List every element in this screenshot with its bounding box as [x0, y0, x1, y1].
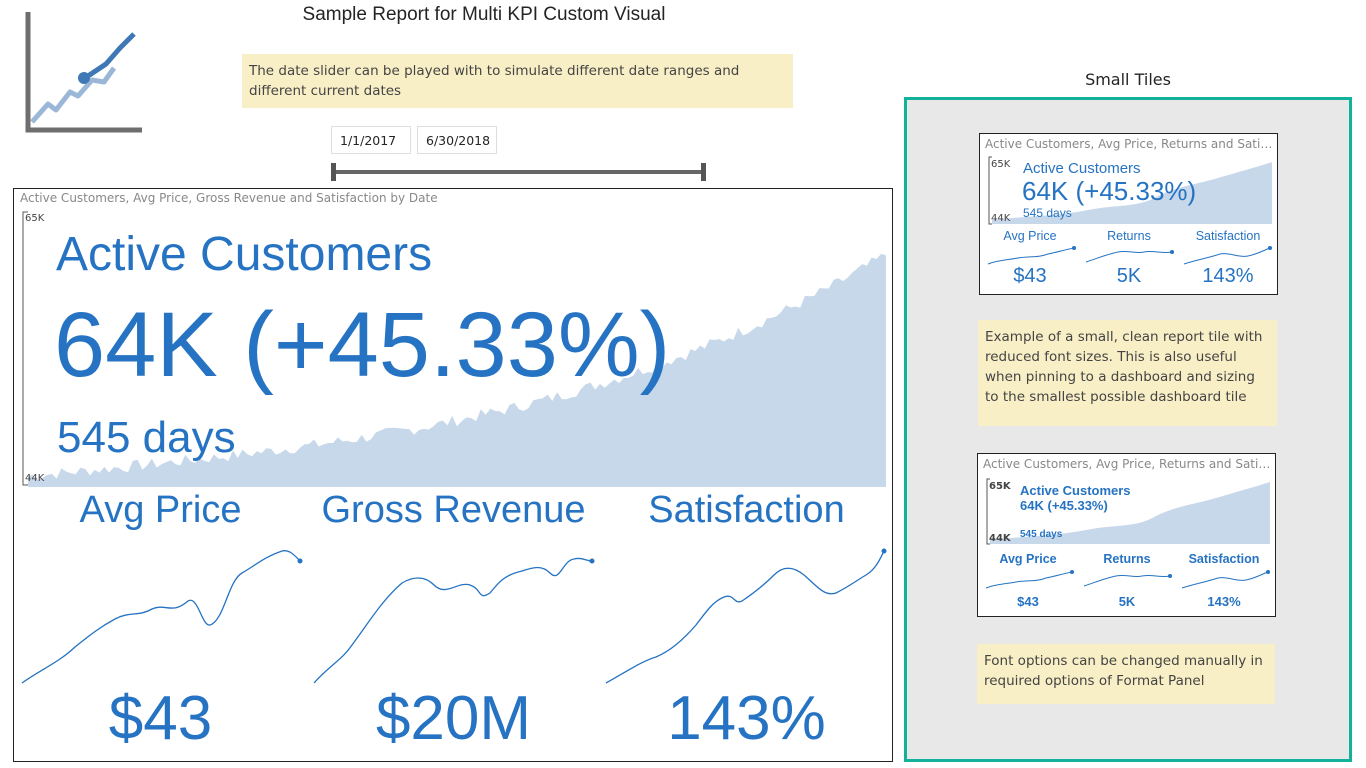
active-customers-area-chart: [22, 211, 886, 487]
tile2-kpi-change: (+45.33%): [1047, 498, 1108, 513]
tile1-sub-name-2: Returns: [1107, 229, 1151, 243]
small-tile-note: Example of a small, clean report tile wi…: [978, 320, 1277, 426]
slider-end-handle[interactable]: [701, 163, 706, 181]
tile2-period: 545 days: [1020, 529, 1063, 540]
tile2-kpi-name: Active Customers: [1020, 483, 1131, 498]
main-kpi-change: (+45.33%): [243, 294, 671, 396]
tile2-y-max: 65K: [989, 481, 1011, 492]
tile2-sub-name-2: Returns: [1103, 552, 1151, 566]
sub-kpi-name-satisfaction: Satisfaction: [648, 489, 845, 531]
date-range-slider[interactable]: [330, 162, 708, 182]
tile2-sparklines: [985, 570, 1270, 589]
tile1-sub-value-2: 5K: [1116, 265, 1142, 287]
small-tile-2[interactable]: Active Customers, Avg Price, Returns and…: [977, 453, 1276, 617]
sub-kpi-name-avg-price: Avg Price: [79, 489, 242, 531]
tile1-kpi-value: 64K (+45.33%): [1022, 176, 1196, 207]
tile2-title: Active Customers, Avg Price, Returns and…: [983, 457, 1273, 471]
line-chart-logo-icon: [25, 12, 142, 133]
tile2-sub-name-1: Avg Price: [999, 552, 1057, 566]
font-options-note: Font options can be changed manually in …: [977, 644, 1275, 704]
tile2-kpi-value: 64K (+45.33%): [1020, 498, 1108, 513]
tile1-y-min: 44K: [991, 213, 1011, 224]
tile1-sub-value-3: 143%: [1202, 265, 1254, 287]
tile2-y-min: 44K: [989, 533, 1011, 544]
date-slider-note: The date slider can be played with to si…: [242, 54, 793, 108]
avg-price-sparkline: [21, 550, 303, 684]
main-kpi-value-number: 64K: [54, 294, 218, 396]
end-date-input[interactable]: 6/30/2018: [417, 126, 497, 154]
report-title: Sample Report for Multi KPI Custom Visua…: [302, 4, 666, 25]
sub-kpi-name-gross-revenue: Gross Revenue: [321, 489, 586, 531]
small-tiles-heading: Small Tiles: [1085, 70, 1171, 89]
sub-kpi-value-gross-revenue: $20M: [375, 684, 532, 753]
sub-kpi-value-avg-price: $43: [108, 684, 213, 753]
tile1-kpi-name: Active Customers: [1023, 160, 1141, 177]
multi-kpi-visual[interactable]: Active Customers, Avg Price, Gross Reven…: [13, 188, 893, 762]
y-max-label: 65K: [25, 213, 45, 224]
tile2-area-chart: [986, 478, 1270, 545]
tile1-area-chart: [988, 156, 1272, 225]
tile1-sub-value-1: $43: [1013, 265, 1047, 287]
main-kpi-name: Active Customers: [56, 228, 433, 281]
tile1-sub-name-1: Avg Price: [1003, 229, 1057, 243]
satisfaction-sparkline: [605, 548, 887, 684]
tile2-kpi-value-number: 64K: [1020, 498, 1044, 513]
tile1-y-max: 65K: [991, 159, 1011, 170]
slider-start-handle[interactable]: [331, 163, 336, 181]
tile2-sub-name-3: Satisfaction: [1188, 552, 1260, 566]
visual-title: Active Customers, Avg Price, Gross Reven…: [20, 191, 438, 205]
sub-kpi-value-satisfaction: 143%: [667, 684, 826, 753]
tile2-sub-value-2: 5K: [1118, 594, 1136, 609]
tile1-sparklines: [987, 246, 1272, 265]
y-min-label: 44K: [25, 473, 45, 484]
start-date-input[interactable]: 1/1/2017: [331, 126, 411, 154]
tile1-kpi-change: (+45.33%): [1075, 176, 1197, 206]
tile1-kpi-value-number: 64K: [1022, 176, 1069, 206]
active-customers-area: [28, 253, 886, 487]
tile2-sub-value-1: $43: [1017, 594, 1039, 609]
tile1-sub-name-3: Satisfaction: [1195, 229, 1261, 243]
main-kpi-period: 545 days: [57, 413, 236, 462]
gross-revenue-sparkline: [313, 557, 595, 684]
tile2-sub-value-3: 143%: [1207, 594, 1241, 609]
small-tile-1[interactable]: Active Customers, Avg Price, Returns and…: [979, 133, 1278, 295]
tile1-title: Active Customers, Avg Price, Returns and…: [985, 137, 1275, 151]
tile1-period: 545 days: [1023, 206, 1072, 220]
main-kpi-value: 64K (+45.33%): [54, 285, 670, 405]
